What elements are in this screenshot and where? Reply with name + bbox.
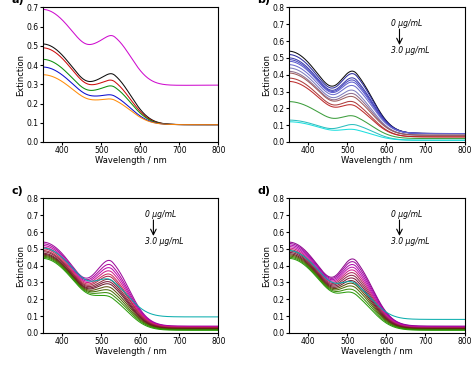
Text: 0 μg/mL: 0 μg/mL: [391, 210, 422, 219]
Y-axis label: Extinction: Extinction: [262, 245, 271, 286]
Text: a): a): [11, 0, 24, 5]
X-axis label: Wavelength / nm: Wavelength / nm: [341, 347, 412, 356]
Text: d): d): [257, 186, 270, 196]
Text: 3.0 μg/mL: 3.0 μg/mL: [391, 46, 429, 55]
Y-axis label: Extinction: Extinction: [16, 245, 25, 286]
Text: 0 μg/mL: 0 μg/mL: [145, 210, 176, 219]
Text: 3.0 μg/mL: 3.0 μg/mL: [145, 237, 183, 246]
X-axis label: Wavelength / nm: Wavelength / nm: [341, 156, 412, 165]
Y-axis label: Extinction: Extinction: [16, 54, 25, 96]
X-axis label: Wavelength / nm: Wavelength / nm: [95, 156, 166, 165]
Text: c): c): [11, 186, 23, 196]
Y-axis label: Extinction: Extinction: [262, 54, 271, 96]
X-axis label: Wavelength / nm: Wavelength / nm: [95, 347, 166, 356]
Text: b): b): [257, 0, 270, 5]
Text: 3.0 μg/mL: 3.0 μg/mL: [391, 237, 429, 246]
Text: 0 μg/mL: 0 μg/mL: [391, 19, 422, 28]
